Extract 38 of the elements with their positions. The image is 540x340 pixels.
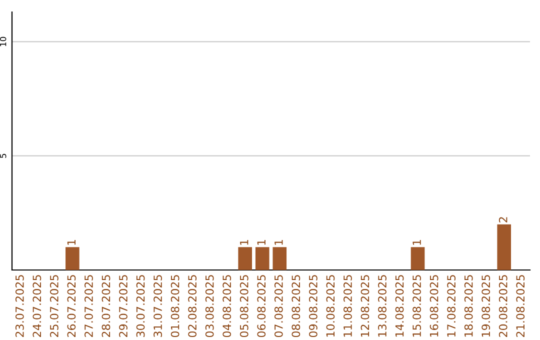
x-tick-label: 07.08.2025 <box>274 275 283 338</box>
x-tick-label: 18.08.2025 <box>464 275 473 337</box>
x-tick-label: 10.08.2025 <box>326 275 335 337</box>
data-label: 1 <box>274 240 283 245</box>
x-tick-label: 04.08.2025 <box>222 275 232 338</box>
x-tick-label: 05.08.2025 <box>240 275 248 338</box>
x-tick-label: 03.08.2025 <box>205 275 214 338</box>
x-tick-label: 29.07.2025 <box>119 275 128 337</box>
x-tick-label: 28.07.2025 <box>102 275 110 337</box>
x-tick-label: 17.08.2025 <box>447 275 456 337</box>
x-tick-label: 23.07.2025 <box>15 275 24 337</box>
x-tick-label: 16.08.2025 <box>430 275 438 337</box>
data-label: 1 <box>257 240 266 245</box>
data-label: 1 <box>412 240 421 245</box>
x-tick-label: 20.08.2025 <box>498 275 508 337</box>
x-tick-label: 02.08.2025 <box>188 275 197 338</box>
x-tick-label: 31.07.2025 <box>154 275 162 337</box>
x-tick-label: 14.08.2025 <box>395 275 404 337</box>
x-tick-label: 09.08.2025 <box>308 275 318 338</box>
x-tick-label: 27.07.2025 <box>84 275 93 337</box>
x-tick-label: 13.08.2025 <box>378 275 386 337</box>
x-tick-label: 19.08.2025 <box>482 275 490 337</box>
x-tick-label: 30.07.2025 <box>136 275 145 337</box>
data-label: 1 <box>67 240 76 245</box>
x-tick-label: 15.08.2025 <box>412 275 421 337</box>
y-tick-label: 5 <box>0 154 6 158</box>
x-tick-label: 24.07.2025 <box>32 275 42 337</box>
x-tick-label: 11.08.2025 <box>344 275 352 337</box>
x-tick-label: 08.08.2025 <box>292 275 300 338</box>
x-tick-label: 25.07.2025 <box>50 275 58 337</box>
data-label: 1 <box>240 240 248 245</box>
y-tick-label: 10 <box>0 36 6 46</box>
x-tick-label: 01.08.2025 <box>170 275 180 338</box>
data-label: 2 <box>498 217 508 222</box>
x-tick-label: 06.08.2025 <box>257 275 266 338</box>
x-tick-label: 26.07.2025 <box>67 275 76 337</box>
x-tick-label: 21.08.2025 <box>516 275 525 337</box>
x-tick-label: 12.08.2025 <box>360 275 370 337</box>
